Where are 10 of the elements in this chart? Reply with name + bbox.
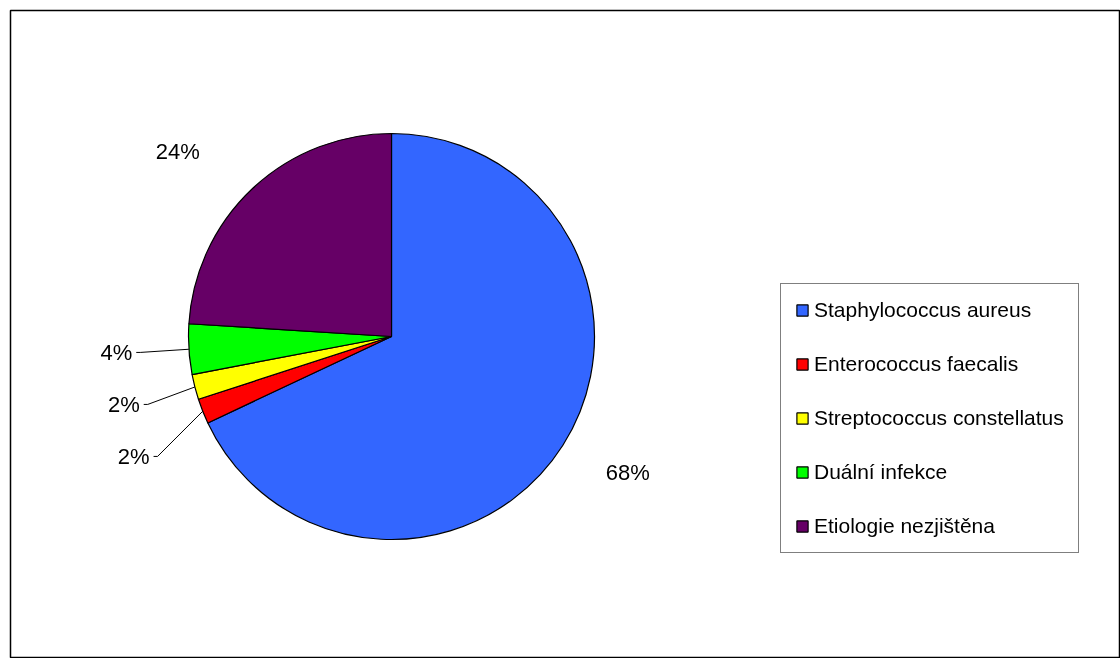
data-label: 2%	[117, 443, 150, 469]
legend-label: Enterococcus faecalis	[814, 352, 1019, 376]
data-label: 4%	[100, 339, 133, 365]
legend-label: Duální infekce	[814, 460, 948, 484]
legend-label: Staphylococcus aureus	[814, 298, 1032, 322]
data-label: 2%	[107, 391, 140, 417]
legend-label: Streptococcus constellatus	[814, 406, 1064, 430]
data-label: 68%	[605, 459, 650, 485]
legend-label: Etiologie nezjištěna	[814, 514, 995, 538]
data-label: 24%	[155, 139, 200, 165]
